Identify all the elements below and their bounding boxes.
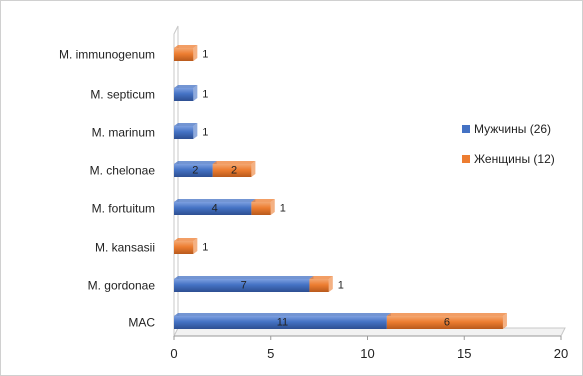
- bar-end-face: [193, 123, 198, 139]
- bar-segment: [174, 241, 194, 254]
- bar-top-face: [174, 85, 198, 88]
- x-tick-label: 10: [360, 346, 374, 361]
- data-label: 1: [202, 127, 208, 139]
- x-tick-label: 5: [267, 346, 274, 361]
- bar-segment: [174, 316, 387, 329]
- data-label: 2: [231, 165, 237, 177]
- bar-segment: [386, 316, 503, 329]
- data-label: 1: [338, 280, 344, 292]
- legend-label: Женщины (12): [474, 152, 555, 166]
- bar-segment: [174, 202, 252, 215]
- bar-top-face: [174, 238, 198, 241]
- bar-segment: [251, 202, 271, 215]
- data-label: 7: [241, 280, 247, 292]
- y-tick-label: M. septicum: [90, 88, 155, 102]
- bar-segment: [174, 48, 194, 61]
- data-label: 1: [202, 242, 208, 254]
- y-tick-label: M. immunogenum: [59, 48, 155, 62]
- data-label: 1: [202, 49, 208, 61]
- bar-end-face: [328, 276, 333, 292]
- bar-end-face: [270, 199, 275, 215]
- legend-label: Мужчины (26): [474, 122, 551, 136]
- bar-segment: [309, 279, 329, 292]
- bar-top-face: [309, 276, 333, 279]
- x-tick-label: 20: [554, 346, 568, 361]
- y-tick-label: MAC: [128, 316, 155, 330]
- bar-end-face: [251, 161, 256, 177]
- data-label: 11: [277, 317, 288, 329]
- x-tick-label: 0: [170, 346, 177, 361]
- x-tick-label: 15: [457, 346, 471, 361]
- bar-segment: [174, 279, 310, 292]
- bar-top-face: [174, 199, 256, 202]
- bar-end-face: [502, 313, 507, 329]
- y-tick-label: M. marinum: [92, 126, 155, 140]
- bar-segment: [212, 164, 252, 177]
- legend-swatch: [462, 125, 470, 133]
- data-label: 6: [444, 317, 450, 329]
- bar-top-face: [212, 161, 256, 164]
- data-label: 1: [280, 203, 286, 215]
- bar-top-face: [174, 45, 198, 48]
- bar-top-face: [174, 276, 314, 279]
- bar-top-face: [174, 313, 391, 316]
- y-tick-label: M. kansasii: [95, 241, 155, 255]
- chart-floor: [173, 327, 566, 337]
- bar-top-face: [386, 313, 507, 316]
- y-tick-label: M. chelonae: [90, 164, 156, 178]
- bar-top-face: [174, 161, 217, 164]
- bar-end-face: [193, 238, 198, 254]
- bar-end-face: [193, 45, 198, 61]
- bar-segment: [174, 164, 213, 177]
- legend-swatch: [462, 155, 470, 163]
- data-label: 4: [212, 203, 218, 215]
- bar-end-face: [193, 85, 198, 101]
- data-label: 1: [202, 89, 208, 101]
- bar-top-face: [174, 123, 198, 126]
- data-label: 2: [192, 165, 198, 177]
- y-tick-label: M. gordonae: [88, 279, 156, 293]
- y-tick-label: M. fortuitum: [92, 202, 155, 216]
- bar-segment: [174, 126, 194, 139]
- bar-top-face: [251, 199, 275, 202]
- bar-segment: [174, 88, 194, 101]
